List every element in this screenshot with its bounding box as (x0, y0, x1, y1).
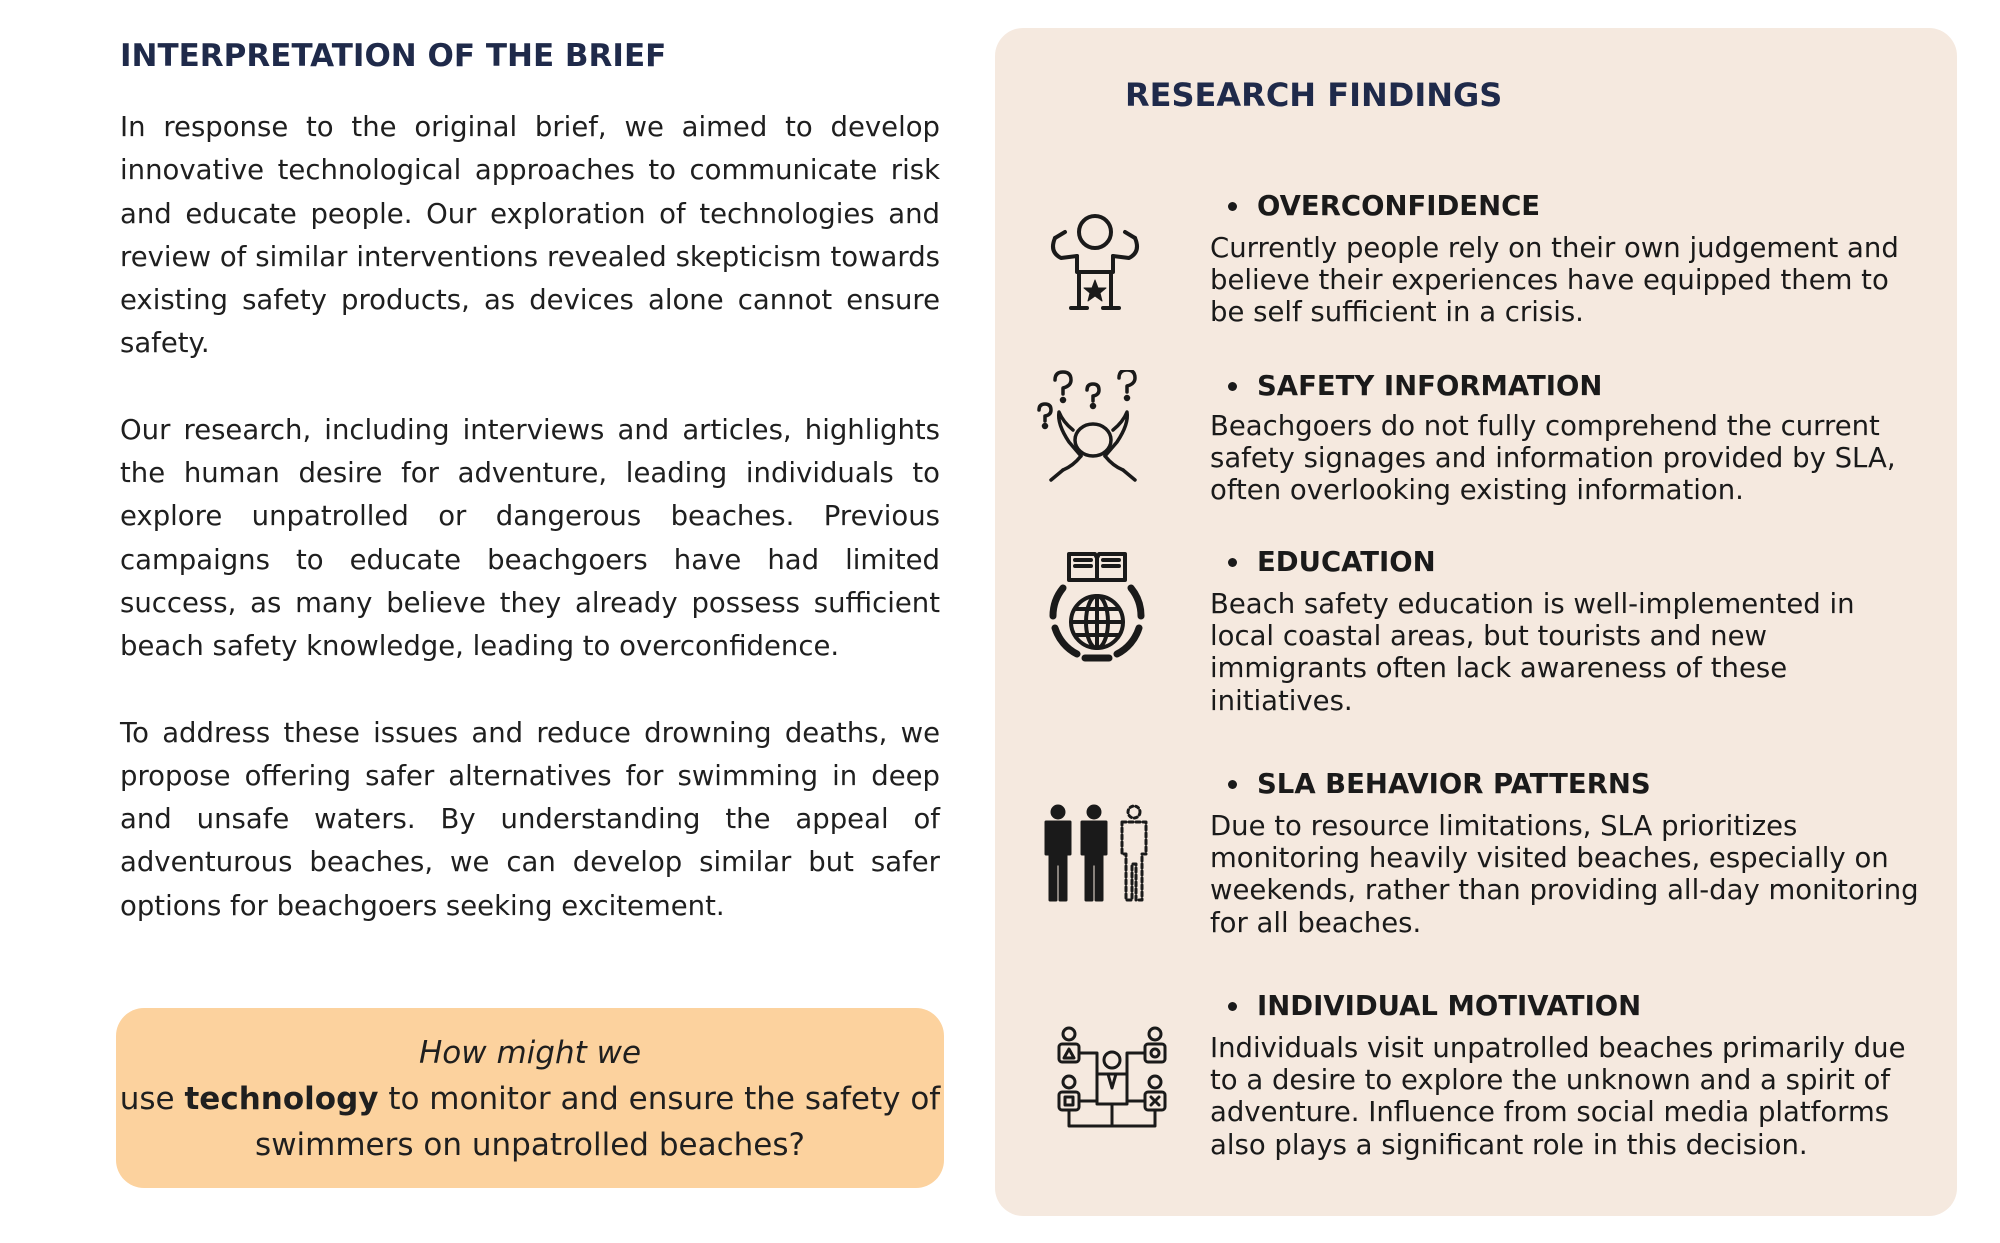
finding-text: Due to resource limitations, SLA priorit… (1210, 810, 1930, 939)
how-might-we-box: How might we use technology to monitor a… (116, 1008, 944, 1188)
finding-line: Beach safety education is well-implement… (1210, 588, 1855, 620)
finding-line: for all beaches. (1210, 906, 1422, 939)
book-globe-icon (1037, 546, 1157, 666)
finding-heading: OVERCONFIDENCE (1228, 190, 1540, 222)
finding-heading-text: OVERCONFIDENCE (1257, 190, 1541, 222)
bullet-icon (1228, 382, 1237, 391)
bullet-icon (1228, 1002, 1237, 1011)
finding-text: Currently people rely on their own judge… (1210, 232, 1930, 329)
brief-paragraph-3: To address these issues and reduce drown… (120, 716, 940, 922)
finding-line: believe their experiences have equipped … (1210, 264, 1889, 297)
finding-line: local coastal areas, but tourists and ne… (1210, 620, 1767, 653)
confused-person-icon (1033, 370, 1153, 490)
finding-line: monitoring heavily visited beaches, espe… (1210, 842, 1889, 875)
finding-heading: INDIVIDUAL MOTIVATION (1228, 990, 1641, 1022)
finding-line: Individuals visit unpatrolled beaches pr… (1210, 1032, 1906, 1064)
finding-heading-text: EDUCATION (1257, 546, 1436, 578)
finding-line: Currently people rely on their own judge… (1210, 232, 1899, 264)
finding-heading-text: SAFETY INFORMATION (1257, 370, 1603, 402)
finding-line: Due to resource limitations, SLA priorit… (1210, 810, 1798, 842)
finding-line: initiatives. (1210, 684, 1353, 717)
hmw-keyword: technology (184, 1081, 379, 1117)
finding-heading-text: SLA BEHAVIOR PATTERNS (1257, 768, 1651, 800)
finding-line: weekends, rather than providing all-day … (1210, 874, 1919, 907)
hmw-question-end: swimmers on unpatrolled beaches? (255, 1127, 805, 1163)
finding-line: adventure. Influence from social media p… (1210, 1096, 1890, 1129)
finding-heading: SAFETY INFORMATION (1228, 370, 1602, 402)
hmw-post: to monitor and ensure the safety of (378, 1081, 941, 1117)
finding-text: Beachgoers do not fully comprehend the c… (1210, 410, 1930, 507)
finding-line: also plays a significant role in this de… (1210, 1128, 1808, 1161)
network-people-icon (1053, 1026, 1173, 1146)
finding-line: to a desire to explore the unknown and a… (1210, 1064, 1891, 1097)
brief-section: INTERPRETATION OF THE BRIEF In response … (120, 38, 940, 928)
brief-paragraph-2: Our research, including interviews and a… (120, 413, 940, 663)
brief-title: INTERPRETATION OF THE BRIEF (120, 38, 667, 74)
finding-line: be self sufficient in a crisis. (1210, 296, 1584, 329)
finding-heading: SLA BEHAVIOR PATTERNS (1228, 768, 1651, 800)
hmw-intro: How might we (418, 1035, 642, 1071)
hmw-question-line: use technology to monitor and ensure the… (116, 1076, 944, 1122)
bullet-icon (1228, 780, 1237, 789)
hmw-pre: use (119, 1081, 185, 1117)
finding-line: Beachgoers do not fully comprehend the c… (1210, 410, 1880, 442)
people-group-icon (1040, 804, 1160, 924)
finding-line: often overlooking existing information. (1210, 474, 1744, 507)
bullet-icon (1228, 558, 1237, 567)
finding-heading-text: INDIVIDUAL MOTIVATION (1257, 990, 1642, 1022)
confident-person-icon (1035, 210, 1155, 330)
finding-text: Individuals visit unpatrolled beaches pr… (1210, 1032, 1930, 1161)
brief-paragraph-1: In response to the original brief, we ai… (120, 111, 940, 360)
finding-line: safety signages and information provided… (1210, 442, 1896, 475)
research-findings-title: RESEARCH FINDINGS (1125, 76, 1503, 114)
research-findings-panel: RESEARCH FINDINGS OVERCONFIDENCE Current… (995, 28, 1957, 1216)
finding-text: Beach safety education is well-implement… (1210, 588, 1930, 717)
finding-line: immigrants often lack awareness of these (1210, 652, 1788, 685)
finding-heading: EDUCATION (1228, 546, 1436, 578)
bullet-icon (1228, 202, 1237, 211)
